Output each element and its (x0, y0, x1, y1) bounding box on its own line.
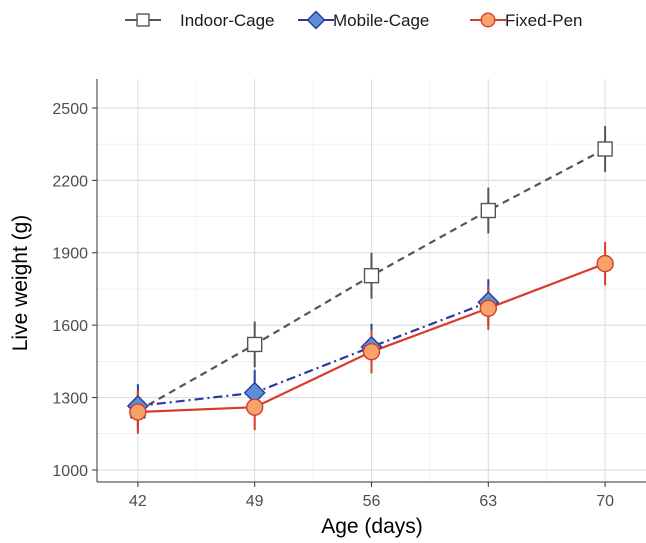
x-tick-label: 42 (129, 493, 147, 510)
data-point-indoor-cage (480, 202, 497, 219)
x-tick-label: 70 (596, 493, 614, 510)
legend-key-marker-mobile-cage (306, 10, 326, 30)
series-line-mobile-cage (137, 301, 489, 408)
data-point-fixed-pen (479, 299, 498, 317)
legend-key-marker-indoor-cage (136, 13, 150, 27)
y-tick-label: 1600 (52, 318, 88, 335)
data-point-fixed-pen (129, 403, 147, 421)
y-tick-label: 2500 (52, 101, 88, 118)
legend-item-indoor-cage: Indoor-Cage (125, 11, 275, 30)
y-tick-label: 1300 (52, 391, 88, 408)
legend-label-fixed-pen: Fixed-Pen (505, 11, 582, 30)
series-layer (126, 126, 614, 434)
y-axis-title: Live weight (g) (9, 215, 32, 352)
data-point-fixed-pen (362, 342, 381, 361)
data-point-indoor-cage (363, 267, 380, 284)
axes: 1000 1300 1600 1900 2200 2500 42 49 56 63 70 (52, 79, 646, 510)
data-point-fixed-pen (245, 398, 264, 416)
x-axis-title: Age (days) (321, 515, 423, 538)
legend: Indoor-Cage Mobile-Cage Fixed-Pen (125, 10, 582, 30)
legend-label-indoor-cage: Indoor-Cage (180, 11, 275, 30)
markers-fixed-pen (129, 254, 614, 421)
data-point-fixed-pen (596, 254, 614, 273)
legend-item-fixed-pen: Fixed-Pen (470, 11, 582, 30)
legend-label-mobile-cage: Mobile-Cage (333, 11, 429, 30)
x-tick-label: 56 (363, 493, 381, 510)
x-tick-label: 63 (479, 493, 497, 510)
data-point-indoor-cage (246, 336, 263, 353)
x-tick-label: 49 (246, 493, 264, 510)
y-tick-label: 1900 (52, 246, 88, 263)
data-point-indoor-cage (597, 141, 613, 157)
legend-key-marker-fixed-pen (480, 12, 496, 28)
y-tick-label: 1000 (52, 463, 88, 480)
y-tick-label: 2200 (52, 173, 88, 190)
legend-item-mobile-cage: Mobile-Cage (298, 10, 429, 30)
